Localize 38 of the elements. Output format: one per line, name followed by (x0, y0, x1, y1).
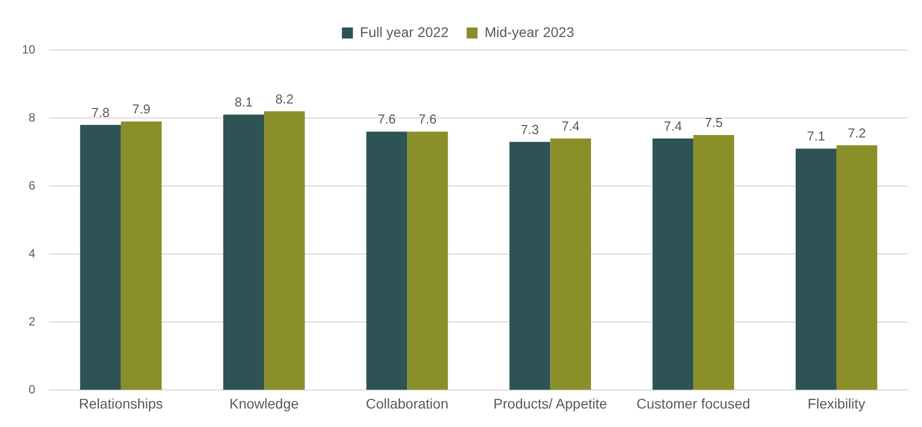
y-tick-label: 4 (28, 246, 36, 260)
bar (652, 138, 694, 390)
bar (836, 145, 878, 390)
x-tick-label: Collaboration (366, 395, 448, 412)
y-tick-label: 10 (22, 42, 36, 56)
data-label: 8.1 (234, 94, 253, 110)
legend-label: Mid-year 2023 (484, 24, 574, 40)
y-tick-label: 0 (28, 382, 36, 397)
data-label: 7.8 (91, 104, 110, 120)
bar (264, 111, 305, 390)
data-label: 7.1 (807, 128, 826, 144)
x-tick-label: Knowledge (229, 395, 299, 412)
data-label: 7.4 (562, 118, 580, 134)
bar (120, 121, 162, 390)
x-tick-label: Customer focused (636, 395, 750, 412)
data-label: 7.6 (418, 112, 437, 127)
bar (407, 132, 448, 390)
bar (80, 124, 121, 390)
bar (693, 135, 734, 390)
legend-label: Full year 2022 (360, 24, 449, 40)
bar (366, 132, 408, 390)
bar (796, 148, 836, 390)
data-label: 7.2 (848, 125, 866, 140)
bar (223, 114, 264, 390)
y-tick-label: 6 (28, 178, 36, 192)
y-tick-label: 8 (28, 110, 36, 124)
data-label: 7.9 (132, 102, 150, 117)
data-label: 7.6 (378, 112, 396, 127)
data-label: 7.5 (704, 115, 723, 130)
data-label: 8.2 (275, 91, 294, 106)
bar (509, 142, 550, 390)
x-tick-label: Relationships (78, 395, 163, 412)
x-tick-label: Products/ Appetite (493, 395, 608, 412)
data-label: 7.3 (520, 122, 539, 137)
x-tick-label: Flexibility (808, 395, 866, 412)
y-tick-label: 2 (28, 314, 36, 328)
data-label: 7.4 (664, 118, 682, 134)
bar (550, 138, 592, 390)
